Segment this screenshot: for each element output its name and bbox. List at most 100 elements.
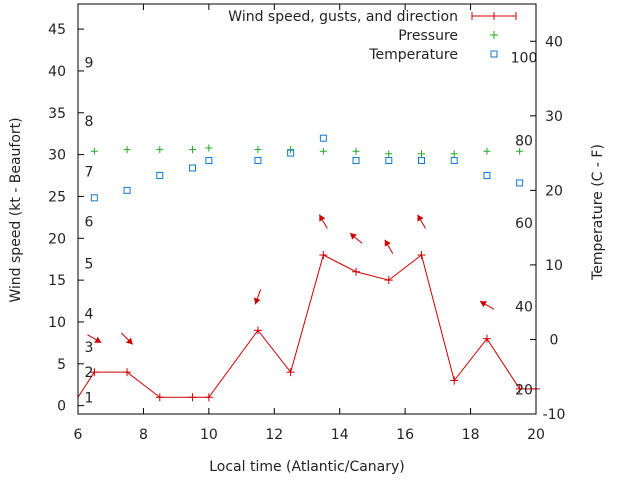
beaufort-label: 5 — [85, 256, 94, 272]
y-right-tick-label: 0 — [550, 332, 559, 348]
temperature-point — [385, 157, 393, 165]
wind-speed-point — [253, 326, 262, 335]
pressure-point — [205, 144, 213, 152]
wind-direction-arrow — [318, 214, 328, 229]
x-tick-label: 20 — [527, 427, 545, 443]
x-tick-label: 14 — [331, 427, 349, 443]
x-tick-label: 8 — [139, 427, 148, 443]
wind-direction-arrow — [417, 214, 426, 229]
y-left-tick-label: 0 — [57, 399, 66, 415]
arrow-head — [253, 297, 261, 305]
wind-direction-arrow — [87, 334, 102, 344]
plot-frame — [77, 3, 537, 415]
temperature-point — [418, 157, 425, 165]
wind-speed-point — [123, 368, 132, 377]
arrow-head — [94, 336, 102, 343]
temperature-point — [352, 157, 360, 165]
wind-speed-point — [188, 393, 197, 402]
beaufort-label: 8 — [85, 114, 94, 130]
y-right-tick-label: 30 — [545, 109, 563, 125]
wind-speed-line — [77, 254, 536, 398]
wind-direction-arrow — [253, 289, 262, 305]
y-left-tick-label: 45 — [48, 22, 66, 38]
temperature-point — [156, 171, 164, 179]
wind-speed-point — [482, 334, 491, 343]
pressure-point — [516, 147, 524, 155]
arrow-head — [480, 301, 487, 308]
beaufort-label: 9 — [85, 56, 94, 72]
y-left-tick-label: 10 — [48, 315, 66, 331]
beaufort-label: 1 — [85, 390, 94, 406]
wind-speed-point — [90, 368, 99, 377]
y-left-tick-label: 15 — [48, 273, 66, 289]
beaufort-label: 2 — [85, 365, 94, 381]
wind-speed-point — [515, 384, 524, 393]
y-left-tick-label: 20 — [48, 231, 66, 247]
fahrenheit-label: 20 — [515, 382, 533, 398]
arrow-head — [417, 214, 424, 222]
y-axis-right-label: Temperature (C - F) — [590, 144, 606, 281]
wind-speed-point — [352, 267, 361, 276]
y-left-tick-label: 30 — [48, 148, 66, 164]
pressure-point — [123, 146, 131, 154]
y-right-tick-label: 40 — [545, 34, 563, 50]
wind-speed-point — [319, 251, 328, 260]
pressure-point — [189, 146, 196, 154]
temperature-point — [516, 179, 524, 187]
y-right-tick-label: 10 — [545, 258, 563, 274]
beaufort-label: 3 — [85, 340, 94, 356]
x-tick-label: 18 — [462, 427, 480, 443]
temperature-point — [287, 149, 295, 157]
beaufort-label: 6 — [85, 215, 94, 231]
legend-label: Temperature — [368, 47, 458, 63]
temperature-point — [254, 157, 262, 165]
y-left-tick-label: 35 — [48, 106, 66, 122]
wind-speed-point — [204, 393, 213, 402]
y-axis-left-label: Wind speed (kt - Beaufort) — [8, 117, 24, 302]
y-left-tick-label: 40 — [48, 64, 66, 80]
x-tick-label: 6 — [74, 427, 83, 443]
x-tick-label: 12 — [265, 427, 283, 443]
legend: Wind speed, gusts, and direction Pressure… — [228, 9, 517, 63]
wind-direction-arrow — [479, 300, 495, 310]
y-left-tick-label: 25 — [48, 189, 66, 205]
wind-direction-arrow — [349, 232, 363, 244]
temperature-point — [205, 157, 213, 165]
y-right-tick-label: 20 — [545, 183, 563, 199]
temperature-point — [450, 157, 458, 165]
temperature-point — [90, 194, 98, 202]
y-right-tick-label: -10 — [543, 407, 566, 423]
legend-label: Pressure — [398, 28, 458, 44]
temperature-point — [189, 164, 196, 172]
temperature-point — [319, 134, 327, 142]
wind-speed-point — [450, 376, 459, 385]
wind-speed-point — [384, 276, 393, 285]
legend-swatch-square — [490, 50, 498, 58]
wind-direction-arrow — [121, 332, 134, 345]
fahrenheit-label: 60 — [515, 216, 533, 232]
x-tick-label: 10 — [200, 427, 218, 443]
plot-series — [77, 134, 540, 402]
pressure-point — [352, 147, 360, 155]
arrow-head — [126, 337, 133, 345]
axis-labels: 6 8 10 12 14 16 18 20051015202530354045-1001020… — [48, 22, 565, 443]
pressure-point — [319, 147, 327, 155]
wind-speed-point — [155, 393, 164, 402]
arrow-head — [384, 239, 391, 247]
pressure-point — [254, 146, 262, 154]
arrow-head — [319, 214, 326, 222]
pressure-point — [90, 147, 98, 155]
pressure-point — [418, 150, 425, 158]
x-axis-label: Local time (Atlantic/Canary) — [209, 459, 405, 475]
x-tick-label: 16 — [396, 427, 414, 443]
fahrenheit-label: 100 — [511, 51, 538, 67]
pressure-point — [156, 146, 164, 154]
legend-label: Wind speed, gusts, and direction — [228, 9, 458, 25]
wind-direction-arrow — [384, 239, 394, 254]
fahrenheit-label: 80 — [515, 133, 533, 149]
beaufort-label: 4 — [85, 307, 94, 323]
fahrenheit-label: 40 — [515, 300, 533, 316]
pressure-point — [450, 150, 458, 158]
